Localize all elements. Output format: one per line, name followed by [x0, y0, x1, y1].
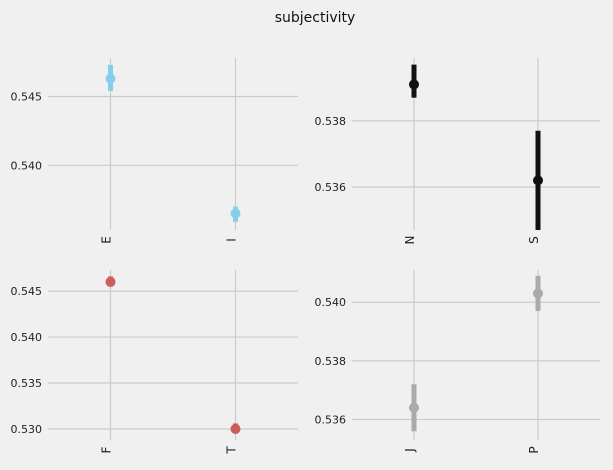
data-point: [533, 175, 543, 186]
data-point: [409, 79, 419, 90]
y-tick-label: 0.540: [315, 296, 347, 309]
data-point: [230, 423, 241, 434]
x-tick-label: S: [527, 236, 541, 244]
y-tick-label: 0.536: [315, 181, 347, 194]
x-tick-label: E: [100, 236, 114, 244]
x-tick-label: T: [225, 446, 239, 455]
y-tick-label: 0.536: [315, 413, 347, 426]
data-point: [105, 73, 116, 84]
x-tick-label: P: [527, 446, 541, 453]
data-point: [533, 288, 543, 299]
y-tick-label: 0.545: [11, 285, 43, 298]
y-tick-label: 0.540: [11, 159, 43, 172]
x-tick-label: I: [225, 238, 239, 242]
x-tick-label: N: [403, 236, 417, 245]
y-tick-label: 0.545: [11, 91, 43, 104]
data-point: [230, 208, 241, 219]
x-tick-label: F: [100, 446, 114, 453]
y-tick-label: 0.535: [11, 377, 43, 390]
y-tick-label: 0.538: [315, 115, 347, 128]
subplot-1: 0.545 0.540 E I: [11, 58, 298, 244]
subplot-3: 0.545 0.540 0.535 0.530 F T: [11, 270, 298, 455]
y-tick-label: 0.538: [315, 355, 347, 368]
y-tick-label: 0.540: [11, 331, 43, 344]
data-point: [409, 402, 419, 413]
x-tick-label: J: [403, 448, 417, 453]
figure-title: subjectivity: [275, 10, 356, 26]
y-tick-label: 0.530: [11, 423, 43, 436]
data-point: [105, 276, 116, 287]
subplot-4: 0.540 0.538 0.536 J P: [315, 270, 600, 454]
subplot-2: 0.538 0.536 N S: [315, 58, 600, 245]
